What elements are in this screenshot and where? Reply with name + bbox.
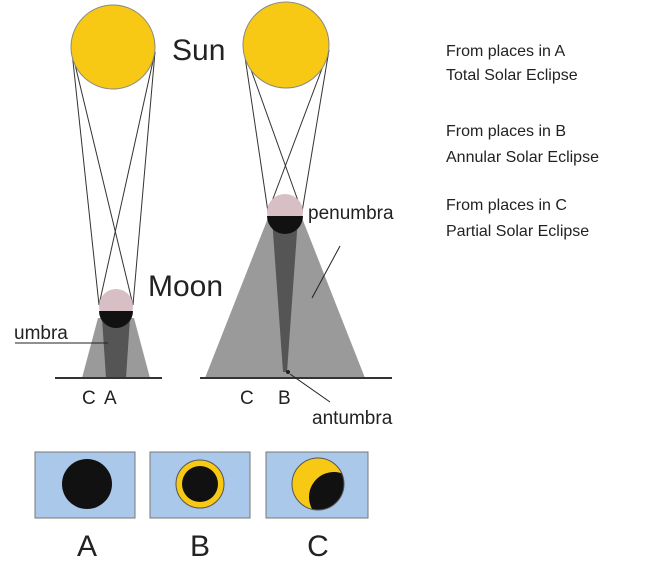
sun — [243, 2, 329, 88]
legend-text: Total Solar Eclipse — [446, 67, 578, 84]
ground-label: C — [82, 388, 96, 409]
legend-text: From places in C — [446, 197, 567, 214]
legend-text: Partial Solar Eclipse — [446, 223, 589, 240]
views — [35, 452, 368, 522]
ground-label: C — [240, 388, 254, 409]
umbra-label: umbra — [14, 323, 68, 344]
right-setup — [200, 2, 392, 402]
penumbra-label: penumbra — [308, 203, 394, 224]
legend-text: From places in B — [446, 123, 566, 140]
sun-label: Sun — [172, 34, 225, 67]
view-label: B — [190, 530, 210, 562]
antumbra-label: antumbra — [312, 408, 393, 429]
legend-text: From places in A — [446, 43, 565, 60]
eclipse-diagram: Sun Moon umbra penumbra antumbra C A C B… — [0, 0, 652, 562]
ground-label: B — [278, 388, 291, 409]
legend-text: Annular Solar Eclipse — [446, 149, 599, 166]
view-label: C — [307, 530, 329, 562]
view-label: A — [77, 530, 97, 562]
ground-label: A — [104, 388, 117, 409]
moon-label: Moon — [148, 270, 223, 303]
sun — [71, 5, 155, 89]
